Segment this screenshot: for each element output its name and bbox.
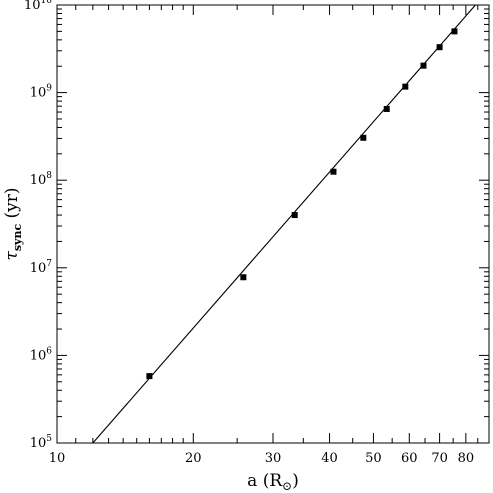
- data-point: [291, 212, 298, 219]
- x-tick-label: 20: [185, 451, 202, 466]
- x-tick-label: 10: [49, 451, 66, 466]
- ticks-layer: [56, 4, 490, 444]
- data-point: [360, 134, 367, 141]
- data-point: [330, 168, 337, 175]
- y-tick-label-exponent: 10: [41, 0, 53, 6]
- y-tick-label-base: 10: [30, 348, 47, 363]
- fit-line: [92, 4, 476, 444]
- y-tick-label-base: 10: [24, 0, 41, 13]
- y-tick-label-exponent: 5: [46, 434, 52, 444]
- y-axis-title: τsync (yr): [2, 187, 24, 260]
- data-point: [420, 62, 427, 69]
- x-tick-label: 60: [401, 451, 418, 466]
- y-tick-label: 106: [30, 346, 53, 363]
- y-tick-label-exponent: 8: [46, 171, 52, 181]
- x-tick-label: 70: [431, 451, 448, 466]
- y-tick-label-exponent: 7: [46, 259, 52, 269]
- x-axis-title-sub: ⊙: [282, 479, 292, 493]
- y-tick-label: 108: [30, 171, 53, 188]
- y-tick-label-exponent: 6: [46, 346, 52, 356]
- data-layer: [92, 4, 476, 444]
- data-point: [451, 28, 458, 35]
- y-tick-label-base: 10: [30, 436, 47, 451]
- data-point: [240, 274, 247, 281]
- y-tick-label-exponent: 9: [46, 84, 52, 94]
- data-point: [146, 373, 153, 380]
- y-tick-label: 105: [30, 434, 53, 451]
- plot-frame: [56, 4, 490, 444]
- y-tick-label: 1010: [24, 0, 52, 13]
- x-tick-label: 30: [265, 451, 282, 466]
- data-point: [402, 83, 409, 90]
- y-axis-title-sub: sync: [11, 224, 24, 252]
- y-axis-title-rest: (yr): [2, 187, 22, 223]
- x-axis-title: a (R⊙): [247, 471, 299, 493]
- y-tick-label-base: 10: [30, 86, 47, 101]
- x-tick-label: 80: [458, 451, 475, 466]
- x-tick-label: 50: [365, 451, 382, 466]
- y-tick-label: 107: [30, 259, 53, 276]
- data-point: [383, 105, 390, 112]
- data-point: [436, 44, 443, 51]
- y-tick-label: 109: [30, 84, 53, 101]
- y-axis-title-main: τ: [2, 251, 22, 261]
- y-tick-label-base: 10: [30, 173, 47, 188]
- x-axis-title-close: ): [292, 471, 299, 491]
- x-axis-title-main: a (R: [247, 471, 283, 491]
- y-tick-label-base: 10: [30, 261, 47, 276]
- x-tick-label: 40: [321, 451, 338, 466]
